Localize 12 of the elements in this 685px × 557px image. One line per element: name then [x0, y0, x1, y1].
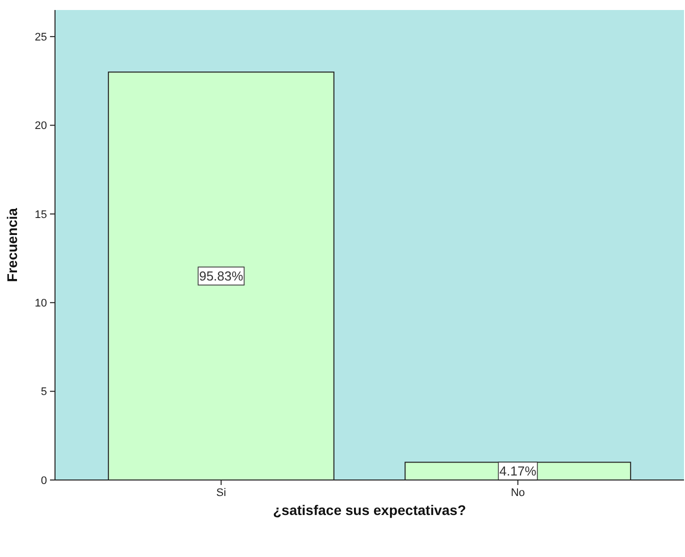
annotation: 95.83% [199, 268, 244, 284]
y-tick-label: 25 [34, 31, 47, 44]
x-tick-label: Si [216, 487, 226, 499]
y-tick-label: 0 [40, 474, 47, 487]
y-tick-label: 10 [34, 297, 47, 310]
y-axis-title: Frecuencia [4, 208, 20, 282]
x-tick-label: No [510, 487, 525, 499]
annotation: 4.17% [499, 464, 537, 479]
x-axis-title: ¿satisface sus expectativas? [273, 502, 466, 518]
y-tick-label: 5 [40, 386, 47, 398]
y-tick-label: 15 [34, 208, 47, 221]
y-tick-label: 20 [34, 120, 47, 132]
